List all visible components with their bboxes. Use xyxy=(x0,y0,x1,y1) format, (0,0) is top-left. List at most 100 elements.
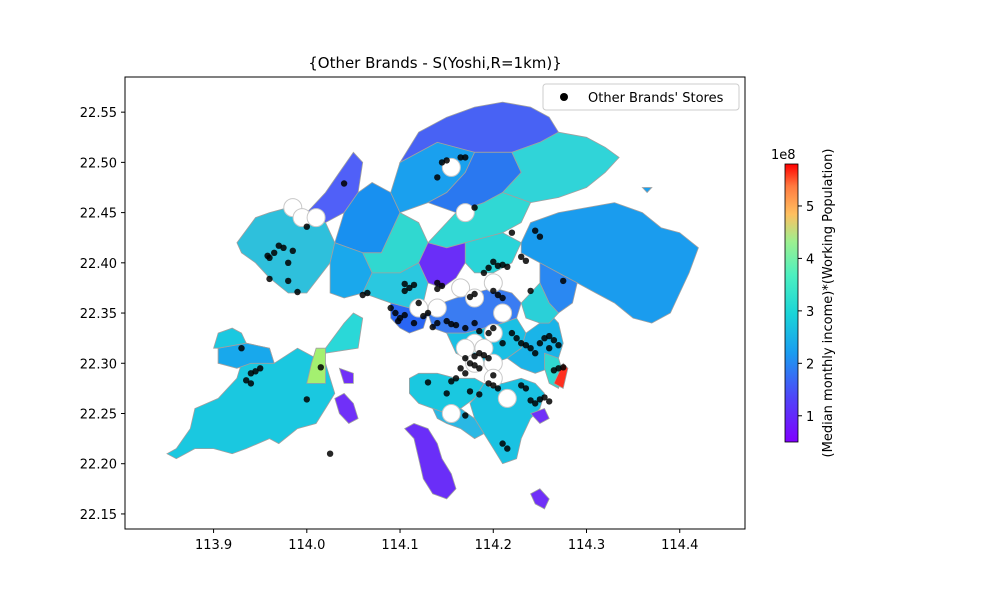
store-point xyxy=(434,319,441,327)
region-chek-lap-kok xyxy=(213,327,247,349)
store-point xyxy=(546,398,553,405)
store-point xyxy=(395,317,402,325)
store-point xyxy=(280,244,287,251)
chart-title: {Other Brands - S(Yoshi,R=1km)} xyxy=(308,54,562,72)
y-tick-label: 22.45 xyxy=(80,207,117,222)
region-tseung-kwan-o xyxy=(520,282,560,324)
colorbar-tick-label: 2 xyxy=(806,357,814,372)
store-point xyxy=(522,257,530,264)
plot-frame xyxy=(124,76,746,530)
store-point xyxy=(364,289,371,297)
store-point xyxy=(243,377,250,384)
store-point xyxy=(490,372,497,379)
legend-marker xyxy=(560,93,568,101)
y-tick-label: 22.50 xyxy=(80,156,117,171)
store-point xyxy=(434,285,441,293)
store-point xyxy=(471,319,478,327)
store-point xyxy=(238,345,245,352)
store-point xyxy=(415,299,422,307)
store-point xyxy=(527,287,534,295)
colorbar-label: (Median monthly income)*(Working Populat… xyxy=(821,149,836,458)
store-point xyxy=(494,385,502,392)
store-point xyxy=(499,340,506,347)
store-point xyxy=(252,368,259,375)
region-po-toi xyxy=(530,488,550,510)
region-tap-mun xyxy=(641,187,653,194)
store-point xyxy=(555,342,562,349)
store-point xyxy=(480,269,488,277)
store-point xyxy=(401,280,408,288)
store-point xyxy=(490,324,497,332)
map-plot-area xyxy=(124,76,746,530)
store-point xyxy=(476,327,483,335)
store-point xyxy=(271,249,278,256)
buffer-hole xyxy=(465,288,485,308)
region-mawan xyxy=(325,312,364,354)
store-point xyxy=(485,329,492,337)
store-point xyxy=(471,353,478,360)
store-point xyxy=(532,227,539,234)
store-point xyxy=(452,375,460,382)
store-point xyxy=(410,281,418,289)
store-point xyxy=(527,397,534,404)
store-point xyxy=(462,324,469,332)
store-point xyxy=(443,390,450,397)
colorbar-gradient xyxy=(784,163,799,443)
store-point xyxy=(285,277,292,285)
store-point xyxy=(546,332,553,340)
store-point xyxy=(462,412,469,419)
store-point xyxy=(494,291,502,299)
y-axis: 22.15 22.20 22.25 22.30 22.35 22.40 22.45 22.50… xyxy=(80,106,125,523)
y-tick-label: 22.40 xyxy=(80,257,117,272)
store-point xyxy=(434,174,441,181)
store-point xyxy=(508,229,516,236)
buffer-hole xyxy=(427,298,447,318)
x-tick-label: 114.1 xyxy=(381,538,418,553)
legend-box xyxy=(542,83,740,111)
store-point xyxy=(326,450,334,457)
region-lantau-main xyxy=(166,342,336,460)
store-point xyxy=(476,391,483,398)
store-point xyxy=(429,323,436,331)
store-point xyxy=(541,394,548,401)
colorbar-ticks: 1 2 3 4 5 xyxy=(798,200,814,425)
colorbar-tick-label: 4 xyxy=(806,252,814,267)
store-point xyxy=(340,180,348,187)
store-point xyxy=(457,365,464,372)
region-lamma xyxy=(404,423,457,500)
store-point xyxy=(401,311,408,319)
store-point xyxy=(513,335,520,342)
region-tin-shui-wai xyxy=(306,151,364,224)
store-point xyxy=(420,312,427,320)
store-point xyxy=(434,279,441,287)
store-point xyxy=(317,364,324,371)
store-point xyxy=(438,159,446,166)
x-tick-label: 114.0 xyxy=(288,538,325,553)
y-tick-label: 22.55 xyxy=(80,106,117,121)
y-tick-label: 22.20 xyxy=(80,458,117,473)
legend-label: Other Brands' Stores xyxy=(588,91,724,106)
store-point xyxy=(466,293,474,301)
store-point xyxy=(471,204,478,211)
x-tick-label: 114.2 xyxy=(475,538,512,553)
store-point xyxy=(387,304,394,312)
store-point xyxy=(560,277,567,285)
buffer-hole xyxy=(483,323,503,343)
store-point xyxy=(438,282,446,290)
region-tsuen-wan xyxy=(362,262,429,309)
region-sha-tau-kok xyxy=(501,131,620,204)
store-point xyxy=(392,309,399,317)
store-point xyxy=(485,355,492,362)
x-tick-label: 114.3 xyxy=(568,538,605,553)
store-point xyxy=(294,288,301,296)
colorbar-multiplier: 1e8 xyxy=(771,148,796,163)
store-point xyxy=(247,380,255,387)
store-point xyxy=(560,364,567,371)
store-point xyxy=(504,263,511,270)
colorbar-tick-label: 3 xyxy=(806,305,814,320)
store-point xyxy=(471,362,478,369)
store-point xyxy=(462,154,469,161)
store-point xyxy=(452,321,460,329)
store-point xyxy=(462,355,469,362)
store-point xyxy=(490,258,497,265)
